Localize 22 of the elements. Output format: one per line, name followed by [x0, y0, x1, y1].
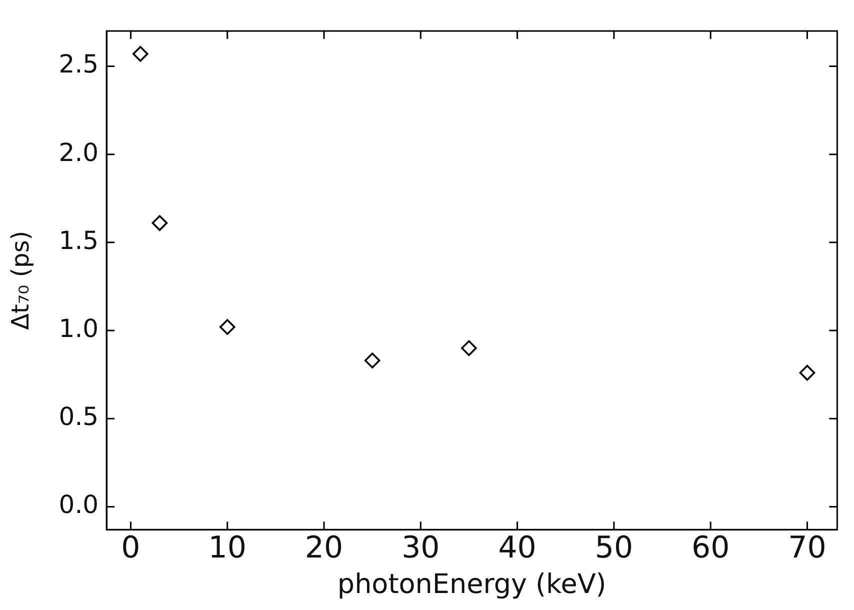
y-tick-label: 0.0	[58, 490, 99, 520]
point	[219, 319, 236, 335]
point	[461, 340, 477, 356]
x-tick-label: 40	[498, 530, 536, 566]
point	[152, 215, 168, 231]
x-axis-title: photonEnergy (keV)	[337, 568, 606, 600]
point	[132, 46, 148, 62]
y-tick-label: 1.0	[58, 314, 99, 344]
x-tick-label: 30	[402, 530, 440, 566]
point	[799, 364, 816, 381]
x-tick-label: 60	[692, 530, 730, 566]
x-tick-label: 70	[788, 530, 826, 566]
y-tick-label: 1.5	[58, 226, 99, 255]
y-tick-label: 2.0	[58, 138, 99, 167]
y-axis-title: Δt₇₀ (ps)	[6, 230, 35, 330]
x-tick-label: 0	[121, 530, 140, 566]
x-tick-label: 20	[304, 530, 344, 566]
y-tick-label: 2.5	[58, 50, 99, 79]
y-tick-label: 0.5	[58, 402, 99, 432]
point	[364, 352, 380, 368]
x-tick-label: 10	[208, 530, 246, 566]
x-tick-label: 50	[594, 530, 634, 566]
